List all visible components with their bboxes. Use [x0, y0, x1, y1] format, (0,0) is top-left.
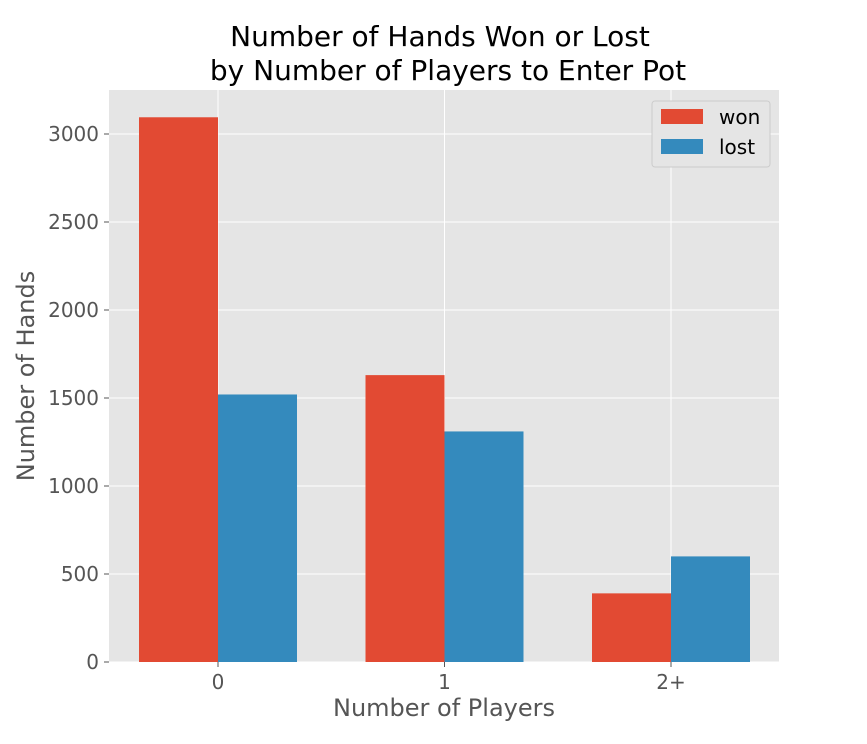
y-tick-label: 1000	[48, 474, 99, 498]
legend-swatch-won	[661, 109, 703, 124]
legend-swatch-lost	[661, 139, 703, 154]
x-tick-marks	[217, 662, 672, 667]
y-tick-label: 500	[61, 562, 99, 586]
x-tick-label: 2+	[656, 670, 685, 694]
bar-won-2plus	[592, 593, 671, 662]
bar-lost-2plus	[671, 556, 750, 662]
y-axis-label: Number of Hands	[12, 271, 40, 482]
chart-title-line-2: by Number of Players to Enter Pot	[210, 54, 686, 87]
y-tick-label: 3000	[48, 122, 99, 146]
y-tick-labels: 0 500 1000 1500 2000 2500 3000	[48, 122, 99, 674]
y-tick-label: 2000	[48, 298, 99, 322]
bar-won-1	[365, 375, 445, 662]
legend-label-won: won	[719, 105, 760, 129]
x-axis-label: Number of Players	[333, 694, 555, 722]
bar-lost-1	[444, 431, 524, 662]
legend: won lost	[651, 100, 771, 168]
y-tick-label: 2500	[48, 210, 99, 234]
x-tick-labels: 0 1 2+	[212, 670, 686, 694]
bar-won-0	[139, 117, 218, 662]
legend-label-lost: lost	[719, 135, 755, 159]
bar-lost-0	[218, 394, 297, 662]
bars	[139, 117, 750, 662]
x-tick-label: 0	[212, 670, 225, 694]
y-tick-marks	[104, 133, 109, 663]
y-tick-label: 1500	[48, 386, 99, 410]
x-tick-label: 1	[438, 670, 451, 694]
chart-title-line-1: Number of Hands Won or Lost	[230, 20, 650, 53]
y-tick-label: 0	[86, 650, 99, 674]
